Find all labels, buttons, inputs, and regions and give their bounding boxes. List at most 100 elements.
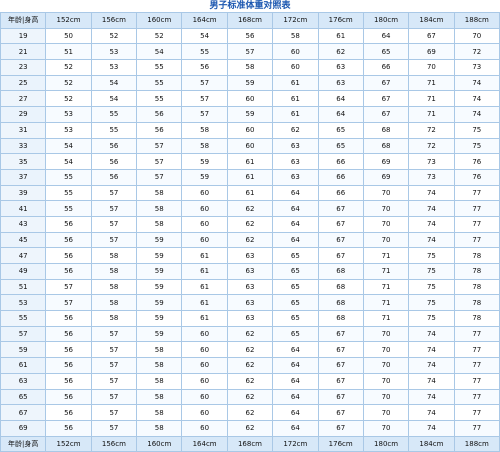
table-cell: 63 (272, 168, 319, 186)
table-cell: 61 (272, 106, 319, 123)
table-cell: 78 (453, 247, 500, 264)
table-cell: 57 (136, 137, 183, 155)
table-cell: 70 (362, 215, 410, 233)
table-cell: 56 (136, 121, 183, 139)
table-cell: 164cm (181, 12, 228, 29)
table-cell: 70 (362, 404, 410, 421)
table-cell: 57 (90, 357, 138, 374)
table-cell: 57 (226, 43, 274, 61)
table-cell: 58 (90, 263, 138, 280)
table-cell: 71 (362, 310, 410, 327)
table-cell: 152cm (45, 435, 92, 452)
table-cell: 70 (362, 184, 410, 202)
table-cell: 77 (453, 341, 500, 359)
table-cell: 68 (317, 294, 364, 312)
table-cell: 56 (45, 215, 92, 233)
table-cell: 58 (90, 278, 138, 296)
table-cell: 70 (362, 341, 410, 359)
table-cell: 180cm (362, 12, 410, 29)
table-cell: 56 (45, 372, 92, 390)
table-row: 45 56 57 59 60 62 64 67 70 74 77 (0, 231, 500, 249)
table-cell: 60 (181, 372, 228, 390)
table-cell: 55 (136, 74, 183, 92)
table-cell: 60 (181, 184, 228, 202)
age-cell: 67 (0, 404, 47, 421)
table-cell: 55 (136, 59, 183, 76)
table-cell: 76 (453, 153, 500, 170)
table-cell: 59 (136, 278, 183, 296)
table-cell: 65 (272, 310, 319, 327)
table-cell: 67 (362, 90, 410, 108)
age-cell: 59 (0, 341, 47, 359)
table-cell: 56 (45, 419, 92, 437)
table-cell: 60 (181, 341, 228, 359)
table-row: 43 56 57 58 60 62 64 67 70 74 77 (0, 215, 500, 233)
table-cell: 63 (317, 59, 364, 76)
table-cell: 62 (226, 372, 274, 390)
table-cell: 56 (136, 106, 183, 123)
table-cell: 56 (45, 310, 92, 327)
table-cell: 62 (226, 215, 274, 233)
table-cell: 71 (362, 247, 410, 264)
table-cell: 71 (362, 263, 410, 280)
table-cell: 57 (90, 419, 138, 437)
table-cell: 61 (272, 90, 319, 108)
table-cell: 68 (317, 278, 364, 296)
table-cell: 55 (45, 184, 92, 202)
table-cell: 56 (181, 59, 228, 76)
table-cell: 65 (272, 263, 319, 280)
table-cell: 58 (136, 419, 183, 437)
age-cell: 23 (0, 59, 47, 76)
table-cell: 72 (408, 137, 455, 155)
table-cell: 74 (408, 341, 455, 359)
age-cell: 29 (0, 106, 47, 123)
table-cell: 57 (136, 153, 183, 170)
age-cell: 41 (0, 200, 47, 217)
table-cell: 71 (362, 278, 410, 296)
table-cell: 60 (181, 231, 228, 249)
table-cell: 58 (136, 357, 183, 374)
age-cell: 33 (0, 137, 47, 155)
table-cell: 58 (90, 247, 138, 264)
table-cell: 188cm (453, 12, 500, 29)
age-cell: 25 (0, 74, 47, 92)
table-cell: 77 (453, 215, 500, 233)
table-cell: 63 (226, 278, 274, 296)
table-cell: 56 (45, 357, 92, 374)
table-cell: 57 (45, 294, 92, 312)
table-cell: 73 (453, 59, 500, 76)
table-cell: 65 (317, 121, 364, 139)
table-cell: 60 (181, 404, 228, 421)
age-cell: 63 (0, 372, 47, 390)
table-cell: 61 (272, 74, 319, 92)
table-cell: 58 (136, 341, 183, 359)
table-cell: 63 (317, 74, 364, 92)
table-cell: 67 (317, 404, 364, 421)
table-row: 65 56 57 58 60 62 64 67 70 74 77 (0, 388, 500, 406)
table-cell: 77 (453, 388, 500, 406)
table-cell: 69 (362, 153, 410, 170)
table-cell: 52 (90, 27, 138, 45)
table-cell: 77 (453, 200, 500, 217)
table-cell: 68 (362, 137, 410, 155)
age-cell: 49 (0, 263, 47, 280)
table-cell: 60 (181, 325, 228, 343)
table-cell: 64 (272, 231, 319, 249)
table-cell: 60 (272, 43, 319, 61)
table-cell: 57 (90, 184, 138, 202)
table-cell: 63 (226, 263, 274, 280)
table-cell: 71 (362, 294, 410, 312)
table-cell: 63 (226, 247, 274, 264)
table-cell: 70 (362, 388, 410, 406)
table-cell: 67 (317, 388, 364, 406)
table-cell: 57 (136, 168, 183, 186)
table-cell: 66 (317, 184, 364, 202)
table-cell: 58 (90, 310, 138, 327)
table-row: 69 56 57 58 60 62 64 67 70 74 77 (0, 419, 500, 437)
table-cell: 59 (226, 106, 274, 123)
table-cell: 176cm (317, 435, 364, 452)
table-cell: 61 (181, 247, 228, 264)
table-row: 55 56 58 59 61 63 65 68 71 75 78 (0, 310, 500, 327)
table-cell: 61 (226, 184, 274, 202)
